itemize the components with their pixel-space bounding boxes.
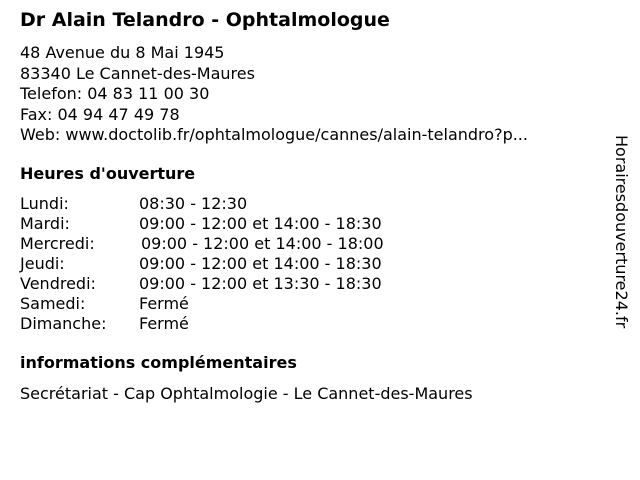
time: 09:00 - 12:00 et 13:30 - 18:30 bbox=[139, 274, 382, 293]
hours-row: Dimanche: Fermé bbox=[20, 314, 189, 334]
watermark: Horairesdouverture24.fr bbox=[612, 135, 631, 329]
phone: Telefon: 04 83 11 00 30 bbox=[20, 84, 210, 103]
city: 83340 Le Cannet-des-Maures bbox=[20, 63, 255, 83]
day: Dimanche: bbox=[20, 314, 107, 333]
info-heading: informations complémentaires bbox=[20, 353, 297, 372]
street: 48 Avenue du 8 Mai 1945 bbox=[20, 43, 225, 62]
day: Jeudi: bbox=[20, 254, 65, 273]
day: Samedi: bbox=[20, 294, 86, 313]
contact-block: 48 Avenue du 8 Mai 1945 83340 Le Cannet-… bbox=[20, 43, 528, 146]
hours-heading: Heures d'ouverture bbox=[20, 164, 196, 183]
hours-table: Lundi: 08:30 - 12:30 Mardi: 09:00 - 12:00 … bbox=[20, 194, 384, 334]
time: 09:00 - 12:00 et 14:00 - 18:30 bbox=[139, 214, 382, 233]
hours-row: Samedi: Fermé bbox=[20, 294, 189, 314]
page-title: Dr Alain Telandro - Ophtalmologue bbox=[20, 9, 390, 31]
time: Fermé bbox=[139, 314, 189, 333]
hours-row: Mardi: 09:00 - 12:00 et 14:00 - 18:30 bbox=[20, 214, 382, 234]
time: 09:00 - 12:00 et 14:00 - 18:30 bbox=[139, 254, 382, 273]
day: Mardi: bbox=[20, 214, 70, 233]
info-text: Secrétariat - Cap Ophtalmologie - Le Can… bbox=[20, 384, 473, 403]
hours-row: Mercredi: 09:00 - 12:00 et 14:00 - 18:00 bbox=[20, 234, 384, 254]
day: Lundi: bbox=[20, 194, 69, 213]
day: Mercredi: bbox=[20, 234, 95, 253]
hours-row: Lundi: 08:30 - 12:30 bbox=[20, 194, 247, 214]
website-link[interactable]: Web: www.doctolib.fr/ophtalmologue/canne… bbox=[20, 125, 528, 144]
hours-row: Jeudi: 09:00 - 12:00 et 14:00 - 18:30 bbox=[20, 254, 382, 274]
time: Fermé bbox=[139, 294, 189, 313]
day: Vendredi: bbox=[20, 274, 96, 293]
time: 08:30 - 12:30 bbox=[139, 194, 248, 213]
fax: Fax: 04 94 47 49 78 bbox=[20, 104, 180, 124]
time: 09:00 - 12:00 et 14:00 - 18:00 bbox=[141, 234, 384, 253]
hours-row: Vendredi: 09:00 - 12:00 et 13:30 - 18:30 bbox=[20, 274, 382, 294]
